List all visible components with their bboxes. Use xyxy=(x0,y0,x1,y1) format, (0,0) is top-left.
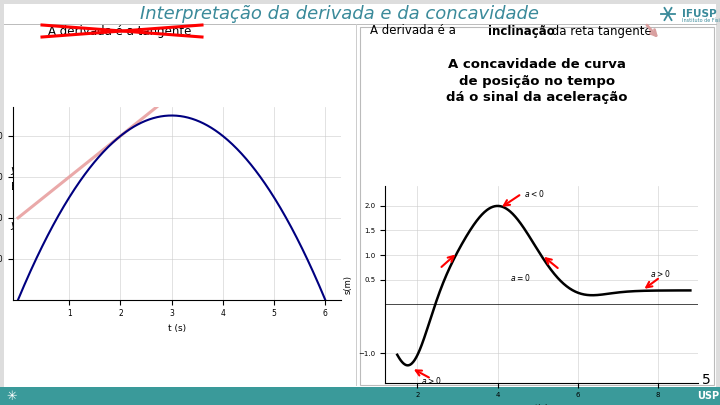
Text: inclinação: inclinação xyxy=(488,24,554,38)
Text: Interpretação da derivada e da concavidade: Interpretação da derivada e da concavida… xyxy=(140,5,539,23)
Text: de posição no tempo: de posição no tempo xyxy=(459,75,615,87)
Text: $y - 40 = 10(t - 2)$   ou   $y = 20 + 10t$: $y - 40 = 10(t - 2)$ ou $y = 20 + 10t$ xyxy=(10,218,186,232)
Text: A derivada é a: A derivada é a xyxy=(370,24,459,38)
Text: $y(t) = 30t - 5t^2$: $y(t) = 30t - 5t^2$ xyxy=(10,162,89,178)
Text: 5: 5 xyxy=(701,373,711,387)
Text: $a < 0$: $a < 0$ xyxy=(523,188,544,199)
Text: $a = 0$: $a = 0$ xyxy=(510,272,530,283)
Text: Instituto de Física da USP: Instituto de Física da USP xyxy=(682,17,720,23)
X-axis label: t(s): t(s) xyxy=(535,404,549,405)
Text: $a > 0$: $a > 0$ xyxy=(421,375,441,386)
Text: dá o sinal da aceleração: dá o sinal da aceleração xyxy=(446,90,628,104)
Text: A derivada é a tangente: A derivada é a tangente xyxy=(48,24,192,38)
Text: da reta tangente: da reta tangente xyxy=(548,24,652,38)
Text: $\dfrac{dy}{dt} = 30 - 10t$: $\dfrac{dy}{dt} = 30 - 10t$ xyxy=(200,158,272,183)
Text: (SI): (SI) xyxy=(298,165,319,175)
Text: ✳: ✳ xyxy=(6,390,17,403)
Text: $\dfrac{dy}{dt}$$= 30\!-\!20\!=\!10$   inclinação $\mu = 10$ m/s: $\dfrac{dy}{dt}$$= 30\!-\!20\!=\!10$ inc… xyxy=(30,192,225,217)
Text: IFUSP: IFUSP xyxy=(682,9,716,19)
X-axis label: t (s): t (s) xyxy=(168,324,186,333)
Y-axis label: s(m): s(m) xyxy=(343,275,353,294)
Bar xyxy=(360,27,714,385)
Text: é reta tangente em $t = 2$ s: é reta tangente em $t = 2$ s xyxy=(20,235,150,251)
Text: $a > 0$: $a > 0$ xyxy=(650,268,670,279)
Text: USP: USP xyxy=(697,391,719,401)
Bar xyxy=(0,387,720,405)
Text: A concavidade de curva: A concavidade de curva xyxy=(448,58,626,72)
Text: Em $t = 2$ $(t_0, y_0) = (2, 40)$, pertence à reta: Em $t = 2$ $(t_0, y_0) = (2, 40)$, perte… xyxy=(10,179,212,194)
